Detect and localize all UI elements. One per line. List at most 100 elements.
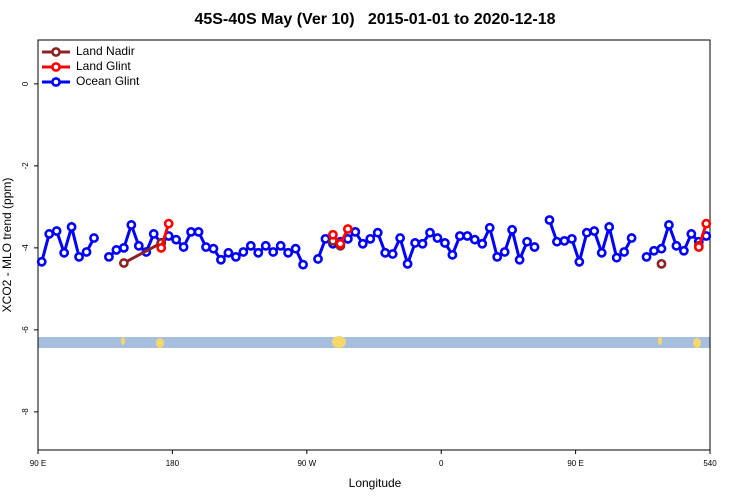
data-point <box>260 240 271 251</box>
data-point <box>596 247 607 258</box>
data-point <box>372 227 383 238</box>
data-point <box>604 222 615 232</box>
data-point <box>365 233 376 244</box>
data-point <box>589 226 600 236</box>
data-point <box>118 242 129 253</box>
data-point <box>649 245 659 256</box>
x-tick-label: 90 W <box>297 459 316 468</box>
data-point <box>514 254 525 265</box>
legend-label: Land Glint <box>76 59 131 73</box>
data-point <box>208 243 219 254</box>
data-point <box>74 251 84 262</box>
data-point <box>268 247 279 257</box>
data-point <box>410 238 420 248</box>
x-tick-label: 0 <box>439 459 444 468</box>
land-mask-strip <box>38 336 710 348</box>
legend-marker <box>51 47 61 57</box>
x-tick-label: 90 E <box>567 459 583 468</box>
data-point <box>223 247 234 258</box>
data-point <box>111 245 122 255</box>
data-point <box>440 238 450 248</box>
data-point <box>118 258 129 268</box>
data-point <box>664 220 674 230</box>
data-point <box>126 220 137 230</box>
legend-marker <box>51 62 61 72</box>
data-point <box>559 235 570 246</box>
data-point <box>298 259 308 270</box>
data-point <box>432 233 443 243</box>
data-point <box>641 251 652 262</box>
data-point <box>492 251 503 262</box>
land-spot <box>121 337 125 345</box>
y-tick-label: -4 <box>21 244 30 252</box>
data-point <box>701 218 712 229</box>
land-spot <box>156 338 164 348</box>
data-point <box>313 254 323 264</box>
data-point <box>574 256 585 267</box>
data-point <box>238 247 249 257</box>
x-tick-label: 540 <box>703 459 717 468</box>
data-point <box>59 247 70 258</box>
x-axis-label: Longitude <box>349 476 402 490</box>
data-point <box>619 247 630 257</box>
data-point <box>626 233 637 243</box>
ocean-strip <box>38 337 710 348</box>
y-axis-label: XCO2 - MLO trend (ppm) <box>0 178 14 313</box>
legend-marker <box>51 77 61 87</box>
data-point <box>89 233 99 243</box>
data-point <box>499 247 510 257</box>
data-point <box>335 238 346 249</box>
data-point <box>529 242 540 252</box>
data-point <box>387 249 398 259</box>
y-tick-label: -8 <box>21 408 30 416</box>
data-point <box>342 224 353 234</box>
data-point <box>544 215 555 225</box>
data-point <box>671 240 682 251</box>
data-point <box>357 238 368 249</box>
data-point <box>230 251 241 262</box>
land-spot <box>658 337 662 345</box>
data-point <box>507 224 518 235</box>
legend-label: Land Nadir <box>76 44 135 58</box>
land-spot <box>332 336 346 348</box>
y-tick-label: 0 <box>21 81 30 86</box>
data-point <box>133 240 144 251</box>
data-point <box>425 227 435 238</box>
data-point <box>44 229 55 239</box>
data-point <box>656 258 667 269</box>
data-point <box>454 231 465 241</box>
data-point <box>402 258 413 269</box>
data-point <box>552 236 562 247</box>
data-point <box>656 243 667 254</box>
data-point <box>141 247 152 257</box>
data-point <box>104 251 114 262</box>
data-point <box>148 229 159 239</box>
legend-label: Ocean Glint <box>76 74 140 88</box>
data-point <box>81 247 92 257</box>
data-point <box>477 238 488 249</box>
chart-title: 45S-40S May (Ver 10) 2015-01-01 to 2020-… <box>194 11 555 28</box>
data-point <box>678 245 689 256</box>
data-point <box>216 254 226 265</box>
data-point <box>380 247 391 258</box>
data-point <box>245 240 256 251</box>
data-point <box>328 229 338 240</box>
data-point <box>686 229 697 239</box>
data-point <box>290 243 301 254</box>
data-point <box>395 233 406 243</box>
data-point <box>36 256 47 267</box>
data-point <box>350 226 361 237</box>
plot-frame <box>37 39 711 451</box>
x-tick-label: 180 <box>166 459 180 468</box>
data-point <box>462 231 473 241</box>
data-point <box>484 222 495 233</box>
data-point <box>447 249 458 260</box>
data-point <box>469 234 480 245</box>
data-point <box>156 242 167 253</box>
data-point <box>275 240 286 251</box>
data-point <box>693 242 704 252</box>
land-spot <box>693 338 701 348</box>
data-point <box>522 236 532 247</box>
x-tick-label: 90 E <box>30 459 46 468</box>
